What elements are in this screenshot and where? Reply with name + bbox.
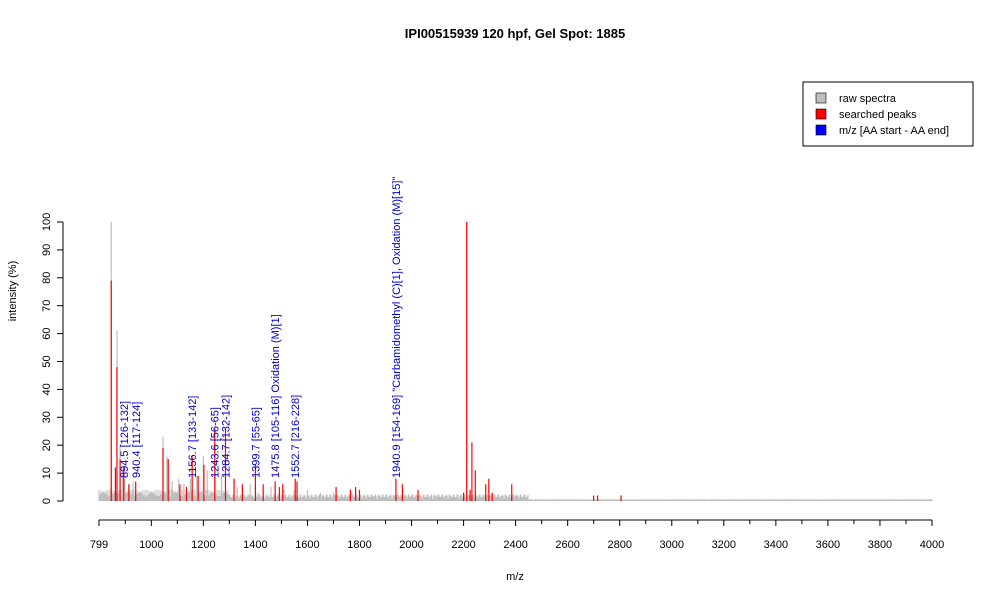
legend-label-raw: raw spectra xyxy=(839,93,897,105)
peak-annotation-7: 1552.7 [216-228] xyxy=(290,395,302,478)
y-tick-label-5: 50 xyxy=(41,355,53,367)
x-tick-label-16: 4000 xyxy=(920,539,944,551)
x-tick-label-14: 3600 xyxy=(816,539,840,551)
x-tick-label-5: 1800 xyxy=(347,539,371,551)
x-tick-label-3: 1400 xyxy=(243,539,267,551)
y-axis-label: intensity (%) xyxy=(7,261,19,322)
x-tick-label-4: 1600 xyxy=(295,539,319,551)
legend-box xyxy=(802,81,974,147)
peak-annotation-1: 940.4 [117-124] xyxy=(131,402,143,478)
legend-swatch-raw xyxy=(815,92,827,104)
y-tick-label-4: 40 xyxy=(41,383,53,395)
x-tick-label-12: 3200 xyxy=(712,539,736,551)
x-tick-label-10: 2800 xyxy=(607,539,631,551)
y-tick-label-6: 60 xyxy=(41,327,53,339)
x-tick-label-7: 2200 xyxy=(451,539,475,551)
plot-area: 0 10 20 30 40 50 60 70 80 90 100 799 1000 1200 1400 160… xyxy=(41,177,944,551)
legend-label-searched: searched peaks xyxy=(839,109,917,121)
chart-title: IPI00515939 120 hpf, Gel Spot: 1885 xyxy=(405,26,625,41)
y-tick-label-10: 100 xyxy=(41,213,53,231)
peak-annotation-6: 1475.8 [105-116] Oxidation (M)[1] xyxy=(270,314,282,478)
y-tick-label-2: 20 xyxy=(41,439,53,451)
x-tick-label-8: 2400 xyxy=(503,539,527,551)
x-axis-label: m/z xyxy=(506,571,524,583)
x-tick-label-13: 3400 xyxy=(764,539,788,551)
peak-annotation-5: 1399.7 [55-65] xyxy=(250,407,262,478)
x-tick-label-2: 1200 xyxy=(191,539,215,551)
x-tick-label-6: 2000 xyxy=(399,539,423,551)
x-tick-label-0: 799 xyxy=(90,539,108,551)
peak-annotation-4: 1284.7 [132-142] xyxy=(220,395,232,478)
legend-label-annotation: m/z [AA start - AA end] xyxy=(839,125,949,137)
legend-swatch-searched xyxy=(815,108,827,120)
x-tick-label-9: 2600 xyxy=(555,539,579,551)
peak-annotation-2: 1156.7 [133-142] xyxy=(187,396,199,478)
y-tick-label-9: 90 xyxy=(41,244,53,256)
peak-annotation-0: 894.5 [126-132] xyxy=(119,401,131,478)
legend: raw spectra searched peaks m/z [AA start… xyxy=(802,81,974,147)
peak-annotation-3: 1243.6 [56-65] xyxy=(210,407,222,478)
peak-annotation-8: 1940.9 [154-169] "Carbamidomethyl (C)[1]… xyxy=(391,177,403,478)
x-tick-label-15: 3800 xyxy=(868,539,892,551)
y-tick-label-0: 0 xyxy=(41,498,53,504)
legend-swatch-annotation xyxy=(815,124,827,136)
y-tick-label-7: 70 xyxy=(41,300,53,312)
y-tick-label-3: 30 xyxy=(41,411,53,423)
y-tick-label-8: 80 xyxy=(41,272,53,284)
y-tick-label-1: 10 xyxy=(41,467,53,479)
x-tick-label-11: 3000 xyxy=(660,539,684,551)
x-tick-label-1: 1000 xyxy=(139,539,163,551)
